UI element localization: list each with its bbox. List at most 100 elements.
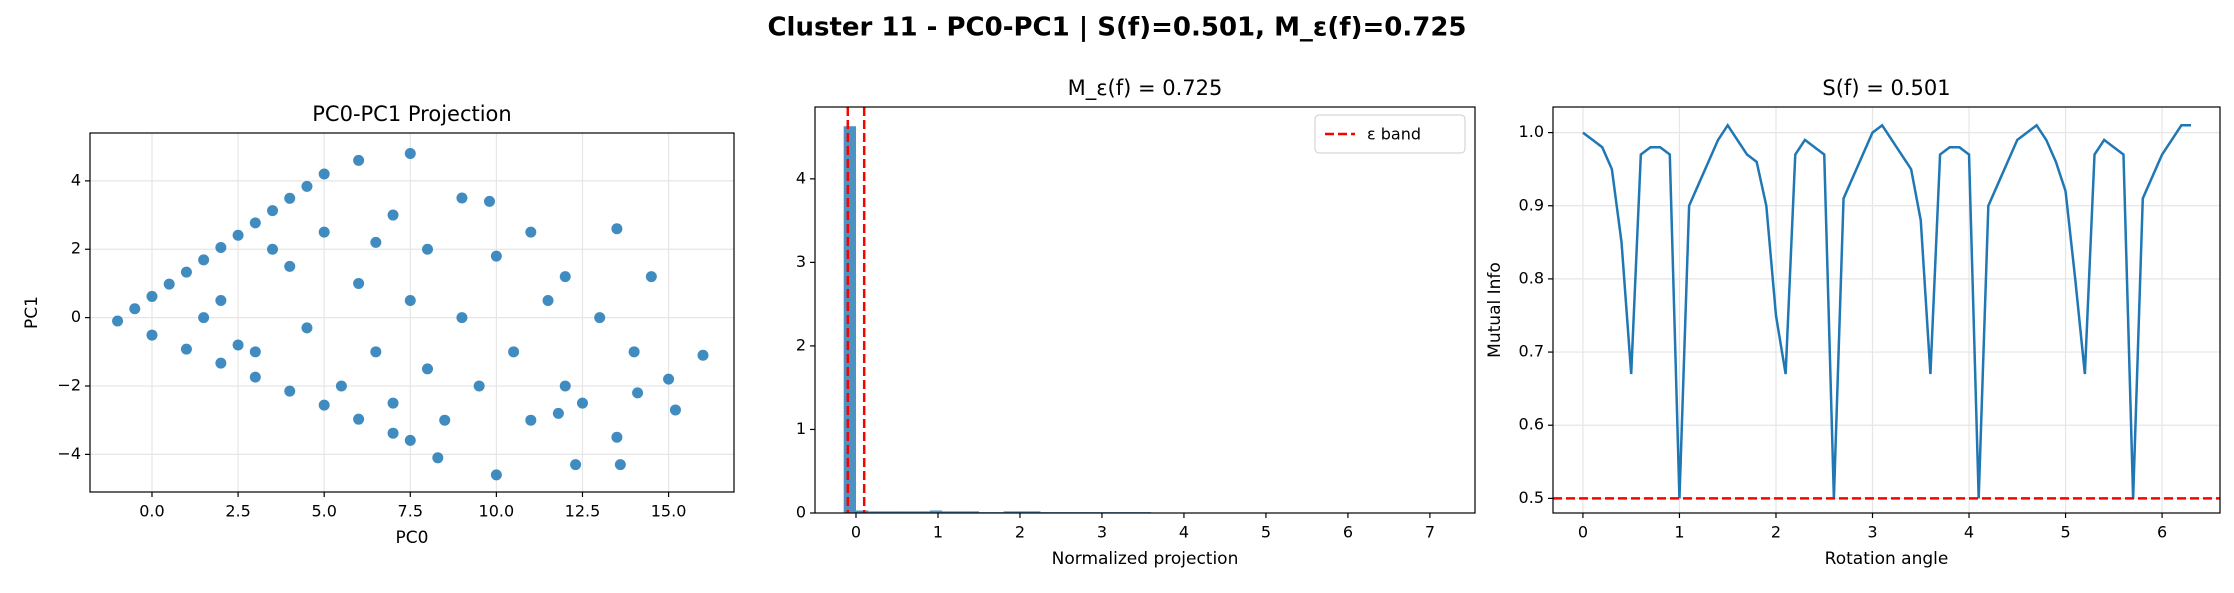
x-tick-label: 0: [851, 523, 861, 542]
plot-area: [843, 107, 1152, 513]
x-tick-label: 12.5: [565, 502, 601, 521]
point: [697, 349, 709, 361]
point: [552, 407, 564, 419]
point: [232, 339, 244, 351]
point: [318, 399, 330, 411]
point: [404, 295, 416, 307]
plot-area: [1553, 123, 2220, 500]
x-tick-label: 1: [1674, 523, 1684, 542]
y-tick-label: −4: [57, 444, 81, 463]
point: [215, 295, 227, 307]
point: [353, 277, 365, 289]
point: [180, 343, 192, 355]
point: [456, 192, 468, 204]
point: [198, 254, 210, 266]
bar: [855, 510, 869, 513]
point: [669, 404, 681, 416]
point: [387, 209, 399, 221]
point: [163, 278, 175, 290]
x-tick-label: 6: [2157, 523, 2167, 542]
x-tick-label: 2: [1771, 523, 1781, 542]
y-tick-label: 0: [796, 503, 806, 522]
point: [301, 180, 313, 192]
y-tick-label: 0.8: [1519, 268, 1544, 287]
y-tick-label: 2: [796, 335, 806, 354]
x-tick-label: 0.0: [139, 502, 164, 521]
axes-frame: [89, 132, 735, 493]
point: [249, 346, 261, 358]
point: [432, 452, 444, 464]
point: [559, 271, 571, 283]
point: [508, 346, 520, 358]
bar: [892, 511, 906, 513]
y-tick-label: 4: [71, 170, 81, 189]
x-tick-label: 4: [1179, 523, 1189, 542]
y-tick-label: 0.9: [1519, 195, 1544, 214]
y-tick-label: 0.7: [1519, 342, 1544, 361]
point: [525, 226, 537, 238]
point: [198, 312, 210, 324]
bar: [917, 511, 930, 513]
point: [387, 397, 399, 409]
point: [611, 431, 623, 443]
y-tick-label: 1.0: [1519, 122, 1544, 141]
legend-label: ε band: [1367, 125, 1421, 144]
x-tick-label: 7.5: [398, 502, 423, 521]
y-tick-label: 1: [796, 419, 806, 438]
bar: [942, 511, 955, 513]
axes-frame: [814, 106, 1476, 514]
bar: [1003, 511, 1016, 513]
x-tick-label: 2.5: [225, 502, 250, 521]
point: [404, 148, 416, 160]
point: [645, 271, 657, 283]
y-tick-label: 4: [796, 168, 806, 187]
point: [483, 195, 495, 207]
bar: [868, 511, 881, 513]
x-tick-label: 2: [1015, 523, 1025, 542]
point: [267, 243, 279, 255]
point: [632, 387, 644, 399]
x-tick-label: 15.0: [651, 502, 687, 521]
point: [542, 295, 554, 307]
point: [353, 154, 365, 166]
point: [614, 459, 626, 471]
plot-area: [112, 148, 709, 481]
point: [112, 315, 124, 327]
y-tick-label: 0: [71, 307, 81, 326]
x-tick-label: 7: [1425, 523, 1435, 542]
bar: [1028, 511, 1041, 513]
bar: [1015, 511, 1029, 513]
point: [439, 414, 451, 426]
x-tick-label: 4: [1964, 523, 1974, 542]
point: [576, 397, 588, 409]
x-tick-label: 3: [1097, 523, 1107, 542]
point: [370, 346, 382, 358]
bar: [954, 511, 967, 513]
point: [284, 260, 296, 272]
x-axis-label: Rotation angle: [1825, 549, 1949, 569]
x-tick-label: 3: [1867, 523, 1877, 542]
x-tick-label: 10.0: [479, 502, 515, 521]
bar: [905, 511, 918, 513]
point: [267, 205, 279, 217]
point: [525, 414, 537, 426]
point: [663, 373, 675, 385]
bar: [843, 126, 856, 513]
y-tick-label: 0.6: [1519, 415, 1544, 434]
point: [215, 242, 227, 254]
figure-title: Cluster 11 - PC0-PC1 | S(f)=0.501, M_ε(f…: [767, 13, 1466, 43]
point: [490, 250, 502, 262]
point: [249, 217, 261, 229]
x-tick-label: 5: [1261, 523, 1271, 542]
axes-frame: [1552, 106, 2221, 514]
point: [301, 322, 313, 334]
point: [129, 303, 141, 315]
y-tick-label: −2: [57, 376, 81, 395]
point: [215, 357, 227, 369]
point: [370, 236, 382, 248]
point: [318, 168, 330, 180]
point: [473, 380, 485, 392]
point: [146, 290, 158, 302]
x-tick-label: 6: [1343, 523, 1353, 542]
legend-box: [1314, 114, 1466, 154]
